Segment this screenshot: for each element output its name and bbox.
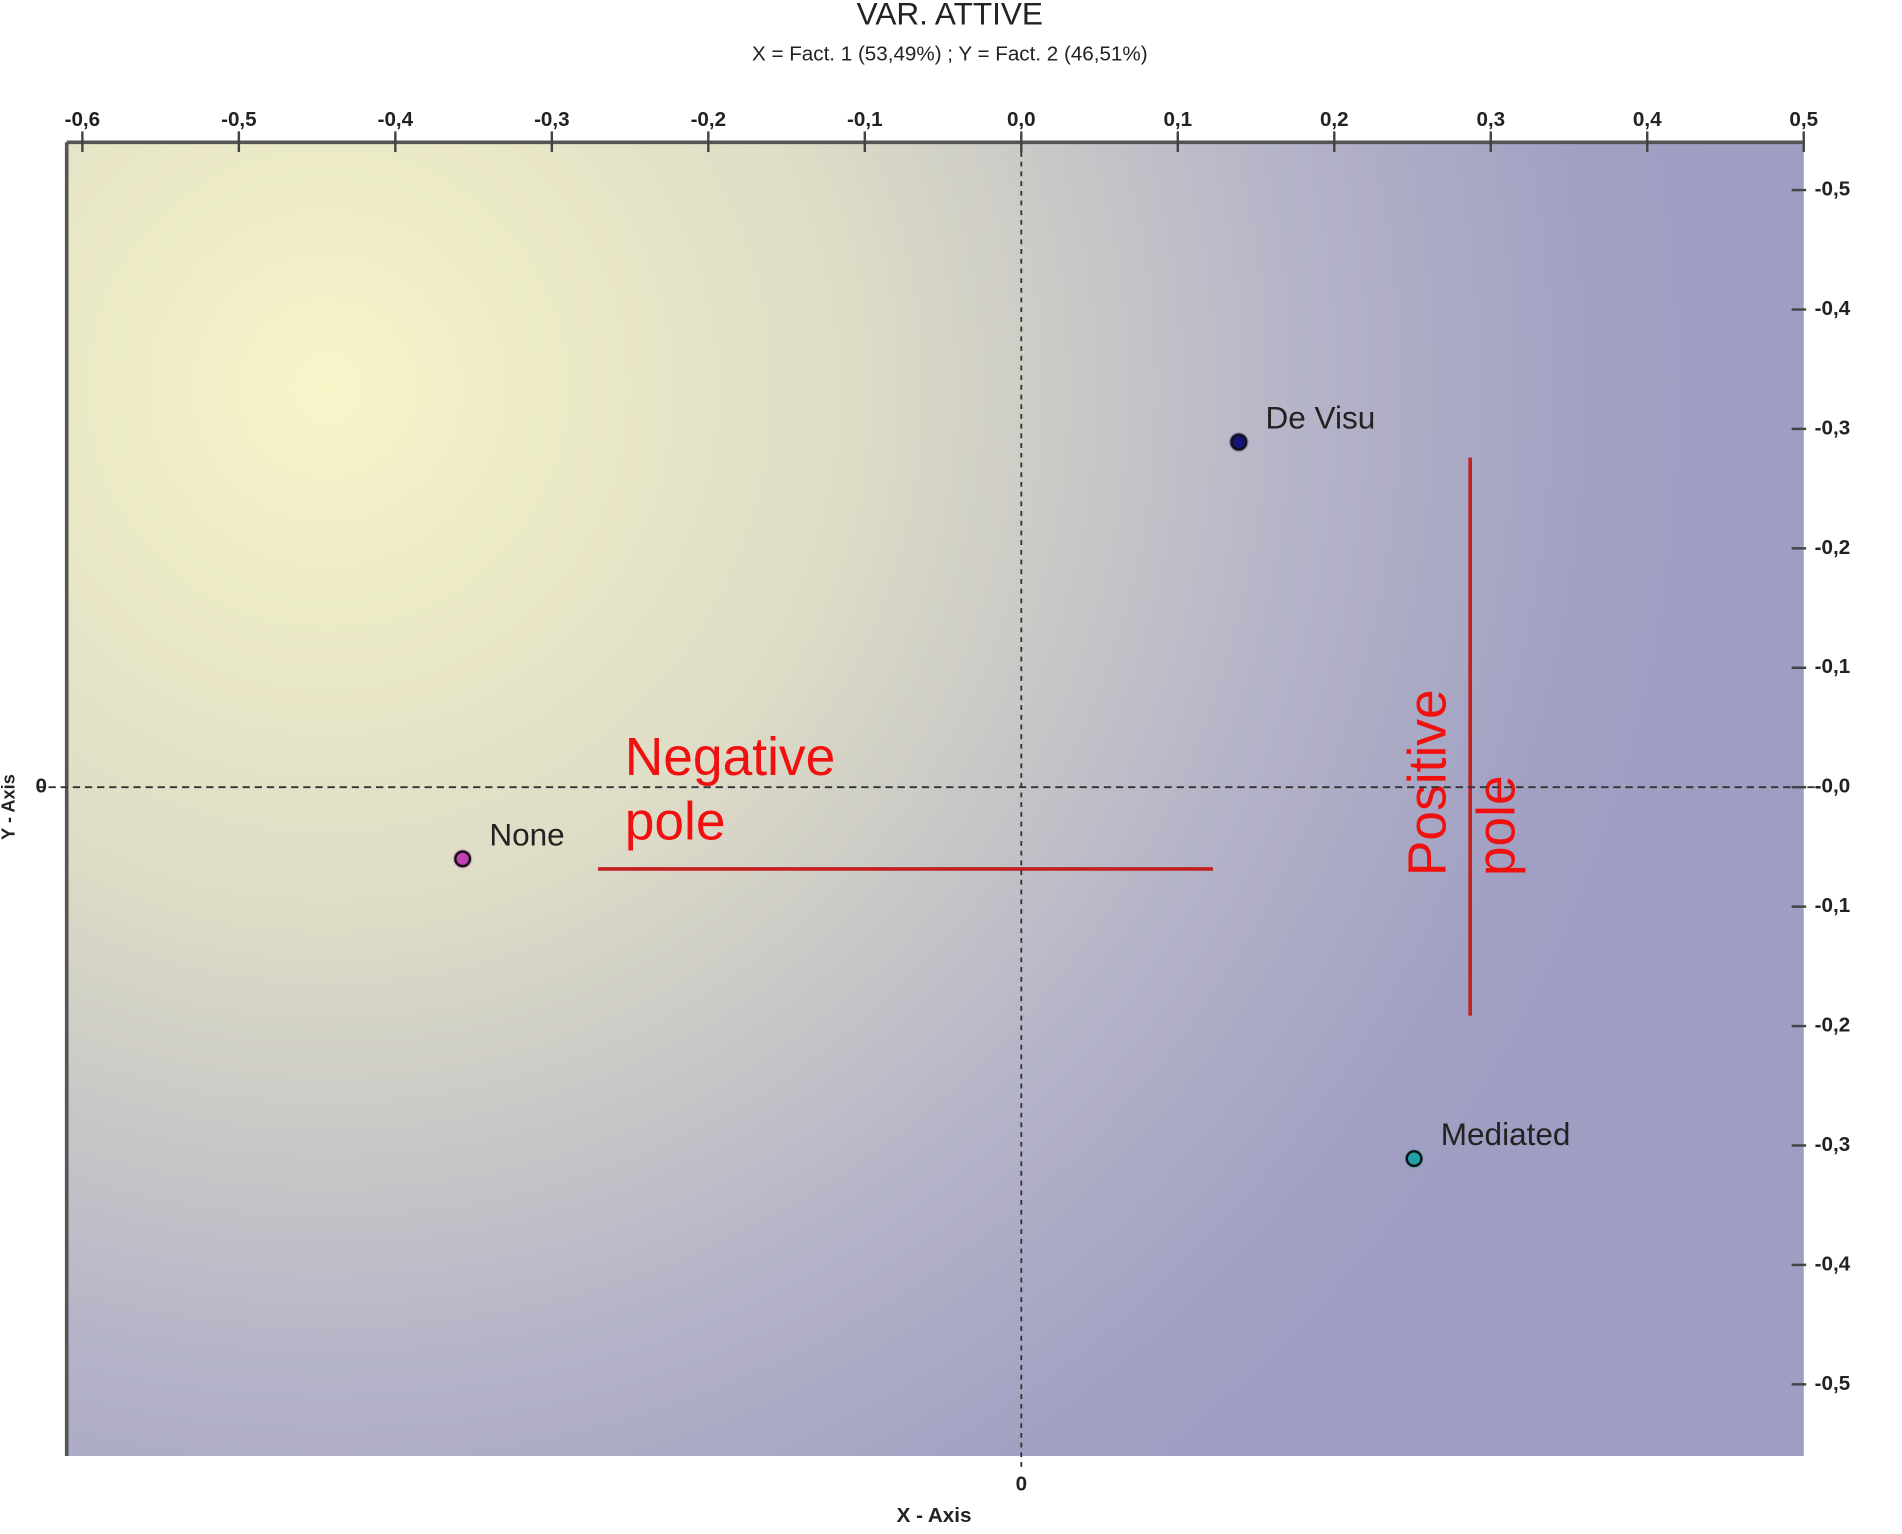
y-tick-label: -0,5: [1815, 1372, 1851, 1395]
x-tick-label: -0,1: [847, 108, 883, 131]
y-tick-label: -0,5: [1815, 178, 1851, 201]
chart-title: VAR. ATTIVE: [857, 0, 1043, 31]
point-label: None: [489, 816, 564, 852]
x-tick-label: -0,4: [378, 108, 414, 131]
x-tick-label: -0,2: [691, 108, 727, 131]
point: [1230, 433, 1248, 451]
x-origin-label: 0: [1016, 1473, 1027, 1496]
y-origin-label: 0: [36, 775, 47, 798]
x-tick-label: 0,2: [1320, 108, 1349, 131]
x-axis-label: X - Axis: [897, 1504, 972, 1527]
point-label: Mediated: [1441, 1116, 1571, 1152]
x-tick-label: 0,3: [1476, 108, 1505, 131]
chart-subtitle: X = Fact. 1 (53,49%) ; Y = Fact. 2 (46,5…: [752, 42, 1148, 65]
y-tick-label: -0,2: [1815, 1014, 1851, 1037]
annotation: pole: [1468, 775, 1527, 876]
point: [454, 850, 472, 868]
y-tick-label: -0,2: [1815, 536, 1851, 559]
y-tick-label: -0,3: [1815, 1133, 1851, 1156]
y-tick-label: -0,4: [1815, 1252, 1851, 1275]
point-label: De Visu: [1266, 400, 1376, 436]
x-tick-label: 0,1: [1163, 108, 1192, 131]
y-tick-label: -0,1: [1815, 655, 1851, 678]
annotation: Positive: [1398, 689, 1457, 876]
x-tick-label: 0,0: [1007, 108, 1036, 131]
x-tick-label: 0,5: [1789, 108, 1818, 131]
x-tick-label: -0,5: [221, 108, 257, 131]
plot-area: [66, 142, 1804, 1456]
y-tick-label: -0,3: [1815, 416, 1851, 439]
point: [1405, 1150, 1423, 1168]
y-tick-label: -0,1: [1815, 894, 1851, 917]
annotation: Negative: [625, 728, 836, 787]
annotation: pole: [625, 792, 726, 851]
x-tick-label: -0,3: [534, 108, 570, 131]
x-tick-label: -0,6: [65, 108, 101, 131]
y-axis-label: Y - Axis: [0, 774, 19, 840]
y-tick-label: -0,0: [1815, 775, 1851, 798]
x-tick-label: 0,4: [1633, 108, 1662, 131]
y-tick-label: -0,4: [1815, 297, 1851, 320]
